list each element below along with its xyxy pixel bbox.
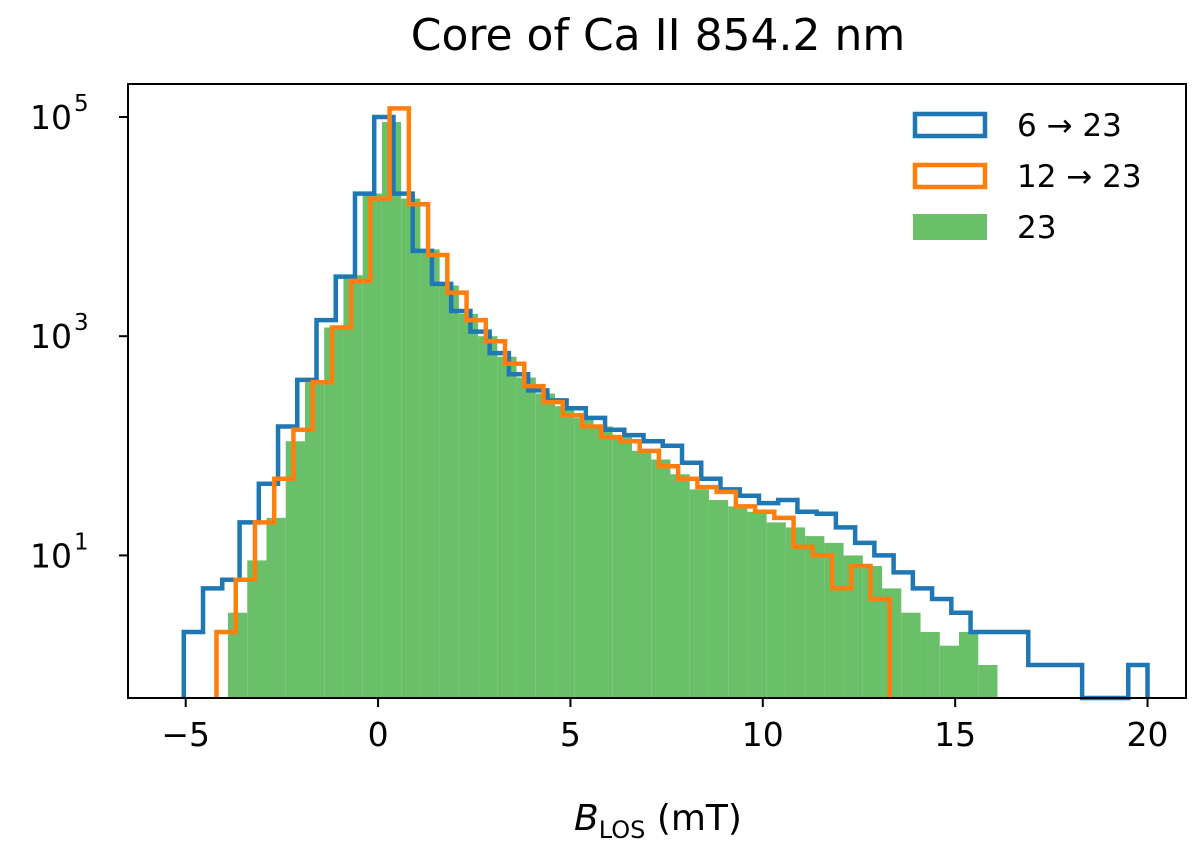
bar-2-26 — [728, 506, 748, 698]
x-axis-ticks: −5 0 5 10 15 20 — [161, 698, 1169, 754]
bar-2-23 — [670, 474, 690, 698]
bar-2-39 — [978, 665, 998, 698]
bar-2-1 — [247, 560, 267, 698]
bar-2-3 — [285, 441, 305, 698]
bar-2-5 — [324, 327, 344, 698]
x-axis-label: BLOS (mT) — [574, 798, 742, 841]
legend-label-0: 6 → 23 — [1017, 108, 1122, 144]
bar-2-27 — [747, 511, 767, 698]
bar-2-16 — [535, 393, 556, 698]
bar-2-35 — [901, 612, 921, 698]
bar-2-15 — [516, 377, 536, 698]
bar-2-19 — [593, 426, 613, 698]
bar-2-29 — [785, 527, 806, 698]
legend: 6 → 23 12 → 23 23 — [912, 108, 1142, 246]
bar-2-31 — [824, 542, 844, 698]
legend-label-2: 23 — [1017, 210, 1056, 246]
bar-2-38 — [959, 632, 979, 698]
bar-2-21 — [631, 450, 652, 698]
bar-2-18 — [574, 417, 594, 698]
bar-2-8 — [381, 122, 402, 698]
x-axis-label-main: B — [574, 798, 599, 839]
step-series-layer — [181, 106, 1150, 701]
bar-2-32 — [843, 555, 863, 698]
y-tick-exponent-0: 1 — [74, 529, 89, 555]
bar-2-9 — [401, 198, 421, 698]
bar-2-7 — [362, 193, 382, 698]
bar-2-4 — [304, 382, 325, 698]
bar-2-11 — [439, 285, 459, 698]
legend-swatch-1 — [912, 162, 988, 190]
y-tick-exponent-2: 5 — [74, 91, 89, 117]
bar-2-37 — [939, 645, 960, 698]
bar-2-25 — [708, 500, 729, 698]
step-line-0 — [181, 114, 1150, 701]
bar-2-13 — [478, 336, 498, 698]
bar-2-30 — [805, 536, 825, 698]
x-tick-label-5: 20 — [1127, 715, 1169, 754]
bar-2-6 — [343, 275, 363, 698]
x-tick-label-3: 10 — [742, 715, 784, 754]
bar-2-28 — [766, 522, 786, 698]
step-line-1 — [214, 106, 893, 698]
x-tick-label-2: 5 — [560, 715, 581, 754]
x-tick-label-0: −5 — [161, 715, 210, 754]
axes-frame — [127, 83, 1187, 699]
legend-swatch-2 — [913, 214, 987, 240]
legend-swatch-0 — [912, 111, 988, 139]
x-axis-label-units: (mT) — [645, 798, 742, 839]
legend-label-1: 12 → 23 — [1017, 159, 1142, 195]
y-tick-label-2: 10 — [30, 98, 72, 137]
y-tick-exponent-1: 3 — [74, 310, 89, 336]
y-tick-label-0: 10 — [30, 536, 72, 575]
x-tick-label-4: 15 — [934, 715, 976, 754]
bar-2-36 — [920, 632, 940, 698]
x-tick-label-1: 0 — [368, 715, 389, 754]
y-tick-label-1: 10 — [30, 317, 72, 356]
chart-title: Core of Ca II 854.2 nm — [411, 10, 906, 61]
bar-2-14 — [497, 356, 517, 698]
bar-2-20 — [612, 437, 632, 698]
bar-2-10 — [420, 249, 440, 698]
bar-2-24 — [689, 489, 709, 698]
bar-2-22 — [651, 459, 671, 698]
bar-2-2 — [266, 517, 286, 698]
bar-2-12 — [458, 313, 479, 698]
filled-series-layer — [228, 122, 998, 698]
x-axis-label-sub: LOS — [599, 816, 646, 841]
bar-2-17 — [555, 406, 575, 698]
plot-area — [127, 83, 1187, 701]
